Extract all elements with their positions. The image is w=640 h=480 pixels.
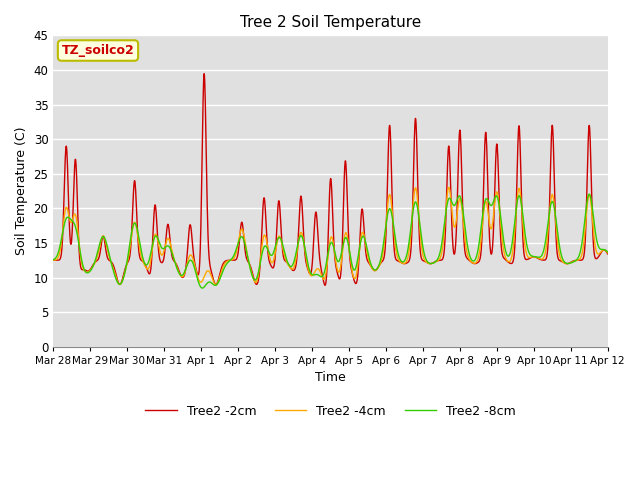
Legend: Tree2 -2cm, Tree2 -4cm, Tree2 -8cm: Tree2 -2cm, Tree2 -4cm, Tree2 -8cm [140, 400, 520, 423]
Tree2 -2cm [319, 276, 327, 282]
Tree2 -4cm [212, 282, 220, 288]
Tree2 -8cm [77, 257, 85, 263]
X-axis label: Time: Time [315, 372, 346, 384]
Tree2 -2cm [321, 282, 329, 288]
Tree2 -4cm [445, 184, 452, 190]
Tree2 -8cm [588, 202, 596, 207]
Tree2 -8cm [586, 192, 593, 197]
Tree2 -2cm [305, 268, 312, 274]
Tree2 -8cm [198, 285, 206, 291]
Tree2 -4cm [604, 250, 612, 256]
Tree2 -2cm [77, 266, 85, 272]
Tree2 -4cm [588, 209, 596, 215]
Tree2 -8cm [49, 257, 57, 263]
Tree2 -4cm [486, 225, 494, 230]
Tree2 -8cm [319, 273, 327, 278]
Line: Tree2 -4cm: Tree2 -4cm [53, 187, 608, 285]
Tree2 -2cm [604, 251, 612, 257]
Tree2 -4cm [49, 257, 57, 263]
Tree2 -4cm [305, 267, 312, 273]
Title: Tree 2 Soil Temperature: Tree 2 Soil Temperature [240, 15, 421, 30]
Line: Tree2 -2cm: Tree2 -2cm [53, 74, 608, 285]
Tree2 -2cm [588, 201, 596, 206]
Line: Tree2 -8cm: Tree2 -8cm [53, 194, 608, 288]
Tree2 -8cm [305, 264, 312, 269]
Tree2 -2cm [588, 210, 596, 216]
Tree2 -2cm [49, 257, 57, 263]
Tree2 -8cm [604, 249, 612, 255]
Tree2 -4cm [319, 276, 327, 282]
Tree2 -4cm [588, 213, 596, 218]
Tree2 -2cm [200, 71, 208, 77]
Tree2 -4cm [77, 260, 85, 265]
Tree2 -8cm [486, 202, 494, 208]
Tree2 -8cm [588, 204, 596, 209]
Text: TZ_soilco2: TZ_soilco2 [61, 44, 134, 57]
Tree2 -2cm [486, 247, 494, 253]
Y-axis label: Soil Temperature (C): Soil Temperature (C) [15, 127, 28, 255]
